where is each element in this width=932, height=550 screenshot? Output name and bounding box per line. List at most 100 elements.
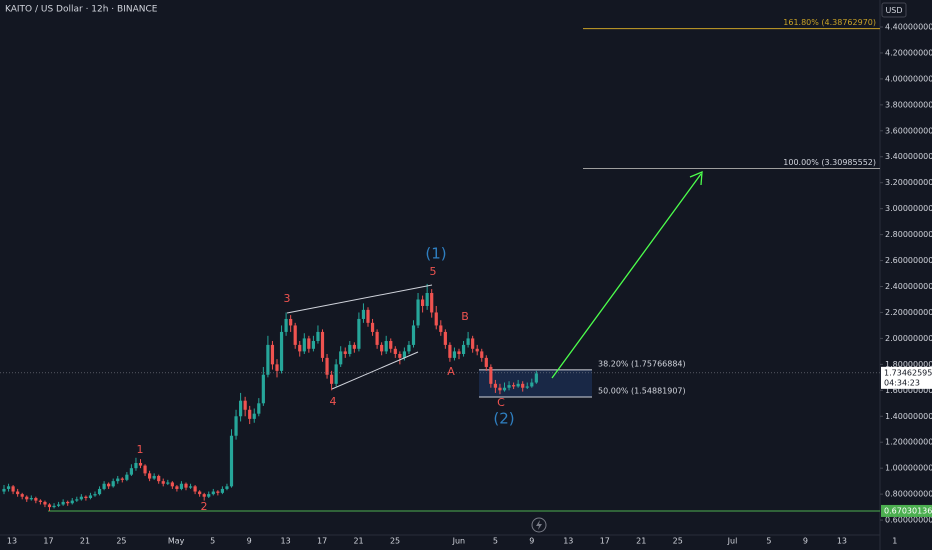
candle-body [138, 462, 143, 466]
candle-body [343, 351, 347, 354]
y-tick-label: 3.00000000 [885, 204, 932, 213]
candle-body [125, 474, 129, 480]
y-tick-label: 0.60000000 [885, 516, 932, 525]
candle-body [102, 483, 106, 489]
candle-body [148, 473, 152, 479]
candle-body [179, 483, 184, 489]
x-tick-label: 21 [353, 537, 363, 546]
candle-body [47, 504, 52, 508]
candle-body [29, 498, 33, 500]
projection-arrow [551, 173, 702, 379]
candle-body [43, 501, 47, 505]
candle-body [284, 318, 288, 332]
currency-label: USD [885, 6, 902, 15]
candle-body [366, 309, 370, 323]
x-tick-label: 1 [892, 537, 897, 546]
candle-body [20, 494, 24, 497]
x-tick-label: Jul [727, 537, 738, 546]
y-tick-label: 2.40000000 [885, 282, 932, 291]
x-tick-label: 25 [673, 537, 683, 546]
candle-body [457, 351, 461, 354]
candle-body [184, 483, 188, 488]
x-tick-label: 5 [493, 537, 498, 546]
y-tick-label: 1.20000000 [885, 438, 932, 447]
candle-body [370, 322, 375, 332]
x-tick-label: 9 [803, 537, 808, 546]
candle-body [498, 387, 502, 391]
y-tick-label: 3.80000000 [885, 100, 932, 109]
candle-body [380, 344, 384, 352]
wave-label: 1 [137, 443, 144, 456]
wave-label: 3 [284, 292, 291, 305]
candle-body [266, 344, 270, 375]
candle-body [88, 495, 93, 499]
candle-body [188, 486, 193, 488]
candle-body [471, 338, 475, 349]
candle-body [198, 491, 202, 495]
x-tick-label: 5 [210, 537, 215, 546]
candle-body [398, 353, 402, 358]
candle-body [11, 486, 15, 492]
candle-body [170, 482, 174, 487]
candle-body [248, 409, 252, 419]
trend-line [286, 284, 433, 314]
fib-label: 100.00% (3.30985552) [783, 158, 876, 167]
candle-body [57, 504, 61, 506]
candle-body [325, 357, 329, 375]
currency-button[interactable] [881, 2, 907, 18]
candle-body [175, 486, 179, 489]
last-price-label: 1.73462595 [884, 368, 932, 377]
x-tick-label: 17 [600, 537, 610, 546]
candle-body [516, 383, 520, 387]
candle-body [393, 348, 397, 354]
candle-body [466, 338, 470, 345]
candle-body [143, 465, 147, 474]
candle-body [216, 491, 220, 493]
candle-body [107, 483, 111, 487]
candle-body [521, 383, 525, 388]
candle-body [275, 364, 279, 371]
y-tick-label: 0.80000000 [885, 490, 932, 499]
candle-body [220, 488, 224, 493]
candle-body [339, 351, 343, 365]
last-price-bg [881, 366, 932, 389]
candle-body [38, 500, 42, 502]
wave-label: (2) [493, 410, 514, 428]
candle-body [257, 403, 261, 414]
candle-body [316, 331, 320, 342]
y-tick-label: 1.80000000 [885, 360, 932, 369]
candle-body [270, 344, 275, 365]
fib-label: 38.20% (1.75766884) [598, 359, 686, 368]
y-tick-label: 1.60000000 [885, 386, 932, 395]
x-tick-label: Jun [452, 537, 466, 546]
candle-body [361, 309, 366, 319]
arrow-head [689, 170, 703, 186]
candle-body [289, 318, 293, 326]
y-tick-label: 1.00000000 [885, 464, 932, 473]
countdown-label: 04:34:23 [884, 378, 920, 387]
trend-line [331, 351, 419, 390]
y-tick-label: 1.40000000 [885, 412, 932, 421]
y-tick-label: 2.80000000 [885, 230, 932, 239]
x-tick-label: 17 [317, 537, 327, 546]
x-tick-label: 17 [43, 537, 53, 546]
x-tick-label: May [168, 537, 185, 546]
x-tick-label: 5 [766, 537, 771, 546]
y-tick-label: 2.00000000 [885, 334, 932, 343]
candle-body [93, 494, 97, 496]
candle-body [152, 475, 156, 479]
candle-body [6, 486, 11, 489]
x-tick-label: 25 [116, 537, 126, 546]
candle-body [34, 498, 38, 501]
candle-body [116, 478, 120, 482]
support-label: 0.67030136 [884, 506, 932, 515]
x-tick-label: 13 [7, 537, 17, 546]
candle-body [421, 299, 425, 306]
y-tick-label: 4.20000000 [885, 48, 932, 57]
candle-body [166, 482, 170, 484]
candle-body [157, 475, 161, 482]
x-tick-label: 25 [390, 537, 400, 546]
